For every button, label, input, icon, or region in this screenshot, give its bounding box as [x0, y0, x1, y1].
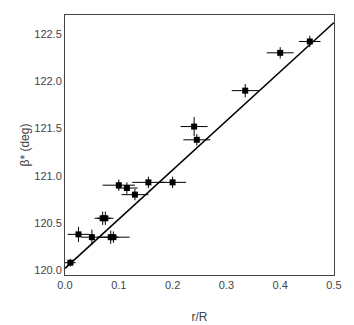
- svg-text:0.4: 0.4: [273, 279, 288, 291]
- svg-text:121.0: 121.0: [34, 170, 62, 182]
- svg-text:121.5: 121.5: [34, 122, 62, 134]
- svg-text:β* (deg): β* (deg): [18, 124, 32, 167]
- svg-text:120.5: 120.5: [34, 217, 62, 229]
- svg-text:r/R: r/R: [192, 310, 208, 324]
- svg-text:122.0: 122.0: [34, 75, 62, 87]
- svg-text:122.5: 122.5: [34, 28, 62, 40]
- svg-text:0.5: 0.5: [326, 279, 341, 291]
- svg-text:120.0: 120.0: [34, 264, 62, 276]
- svg-text:0.0: 0.0: [57, 279, 72, 291]
- svg-text:0.2: 0.2: [165, 279, 180, 291]
- svg-text:0.1: 0.1: [111, 279, 126, 291]
- svg-text:0.3: 0.3: [219, 279, 234, 291]
